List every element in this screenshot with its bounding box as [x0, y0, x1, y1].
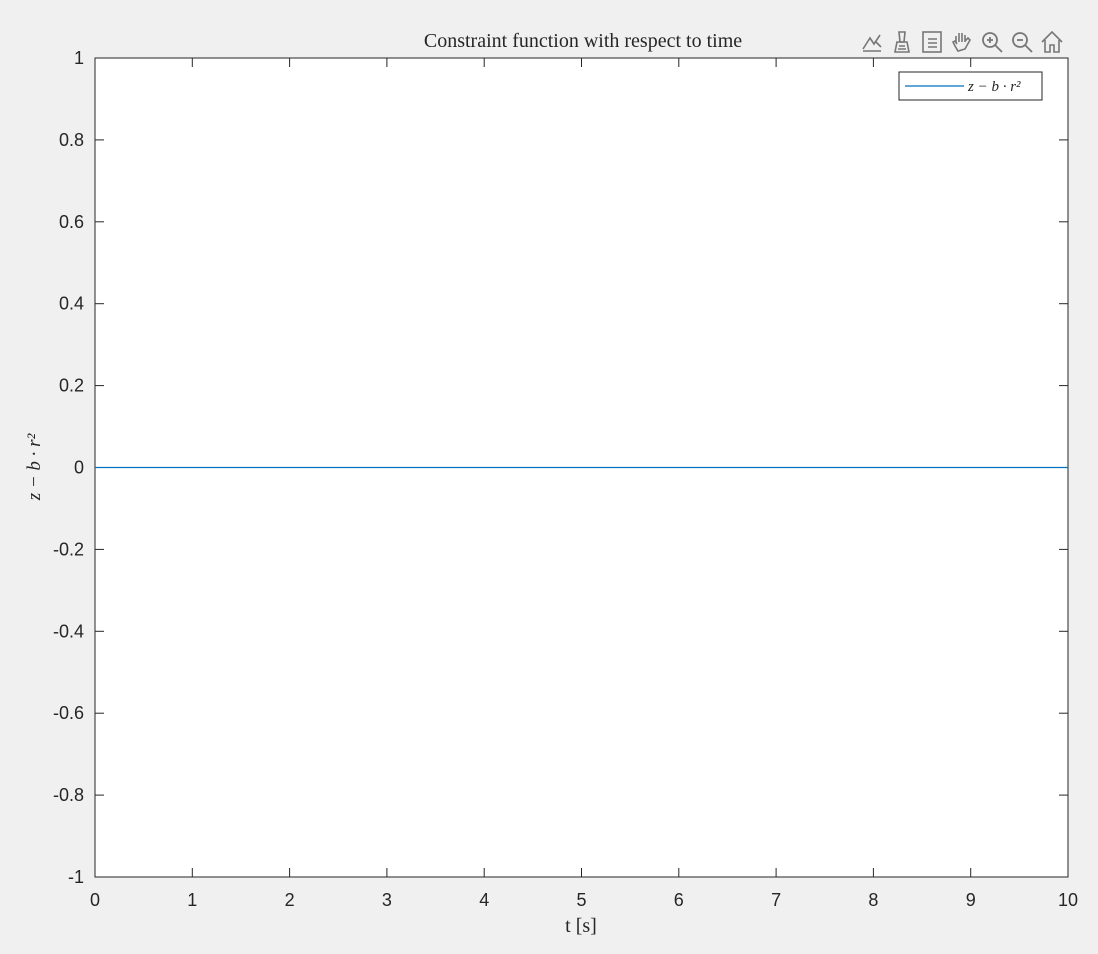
ticks: 0 1 2 3 4 5 6 7 8 9 10 -1 -0.8 -0.6 -0.4 -0.2 0 0.2 0.4 0.6…: [53, 48, 1078, 910]
export-button[interactable]: [918, 28, 946, 56]
y-tick-label: 1: [74, 48, 84, 68]
x-tick-label: 2: [285, 890, 295, 910]
x-tick-label: 0: [90, 890, 100, 910]
x-tick-label: 5: [576, 890, 586, 910]
x-tick-label: 10: [1058, 890, 1078, 910]
legend[interactable]: z − b · r²: [898, 71, 1043, 101]
zoom-out-icon: [1012, 32, 1033, 53]
x-tick-label: 4: [479, 890, 489, 910]
zoom-out-button[interactable]: [1008, 28, 1036, 56]
y-tick-label: 0.2: [59, 376, 84, 396]
brush-button[interactable]: [888, 28, 916, 56]
export-icon: [922, 31, 942, 53]
y-tick-label: -0.6: [53, 703, 84, 723]
brush-icon: [894, 31, 910, 53]
chart-title: Constraint function with respect to time: [424, 30, 742, 52]
x-axis-label: t [s]: [565, 915, 597, 937]
x-tick-label: 1: [187, 890, 197, 910]
axes-toolbar: [858, 28, 1066, 56]
y-axis-label: z − b · r²: [24, 433, 45, 501]
x-tick-label: 6: [674, 890, 684, 910]
y-tick-label: 0: [74, 458, 84, 478]
y-tick-label: -0.4: [53, 621, 84, 641]
legend-entry-label: z − b · r²: [967, 79, 1021, 95]
home-icon: [1041, 30, 1063, 53]
restore-view-button[interactable]: [1038, 28, 1066, 56]
zoom-in-icon: [982, 32, 1003, 53]
data-tips-button[interactable]: [858, 28, 886, 56]
x-tick-label: 7: [771, 890, 781, 910]
y-tick-label: 0.4: [59, 294, 84, 314]
y-tick-label: 0.8: [59, 130, 84, 150]
pan-hand-icon: [951, 33, 971, 52]
y-tick-label: -0.8: [53, 785, 84, 805]
zoom-in-button[interactable]: [978, 28, 1006, 56]
pan-button[interactable]: [948, 28, 976, 56]
data-tips-icon: [862, 34, 882, 52]
x-tick-label: 3: [382, 890, 392, 910]
y-tick-label: -0.2: [53, 539, 84, 559]
x-tick-label: 8: [868, 890, 878, 910]
y-tick-label: 0.6: [59, 212, 84, 232]
y-tick-label: -1: [68, 867, 84, 887]
x-tick-label: 9: [966, 890, 976, 910]
